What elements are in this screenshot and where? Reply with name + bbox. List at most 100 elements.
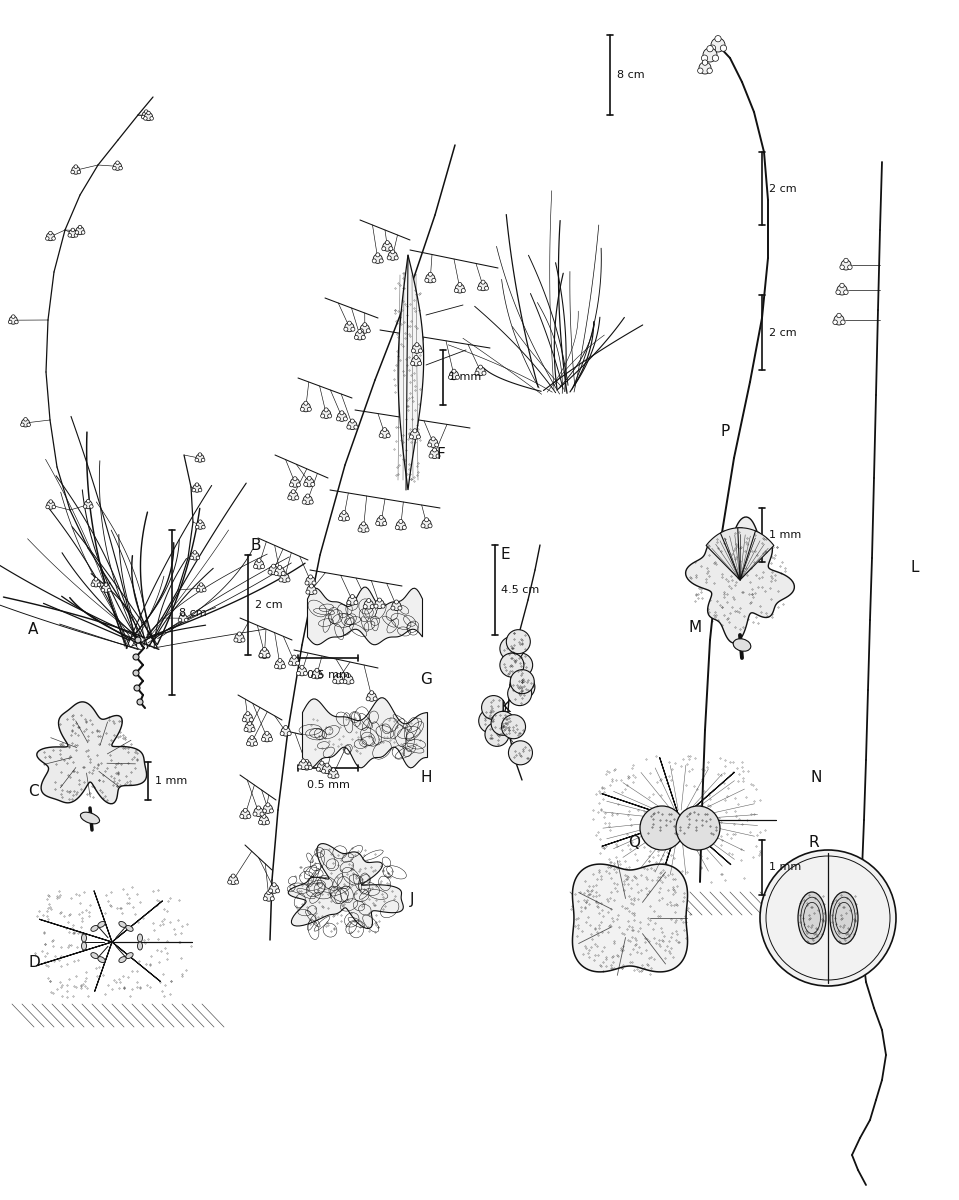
Circle shape [247, 721, 251, 726]
Text: 8 cm: 8 cm [617, 70, 644, 80]
Circle shape [21, 419, 30, 427]
Circle shape [510, 670, 534, 694]
Circle shape [324, 408, 328, 412]
Circle shape [84, 500, 92, 509]
Circle shape [381, 604, 386, 608]
Circle shape [387, 256, 391, 260]
Polygon shape [112, 901, 163, 942]
Circle shape [339, 679, 343, 683]
Circle shape [411, 349, 415, 353]
Circle shape [388, 247, 393, 251]
Circle shape [244, 713, 252, 722]
Circle shape [71, 170, 75, 174]
Circle shape [52, 236, 56, 240]
Circle shape [292, 476, 297, 481]
Ellipse shape [82, 934, 86, 942]
Circle shape [308, 766, 313, 769]
Ellipse shape [119, 956, 127, 962]
Text: 0.5 mm: 0.5 mm [307, 670, 349, 680]
Circle shape [354, 425, 358, 430]
Circle shape [286, 578, 290, 582]
Circle shape [305, 766, 309, 769]
Circle shape [476, 367, 485, 376]
Circle shape [366, 599, 371, 602]
Circle shape [345, 323, 354, 331]
Polygon shape [95, 942, 112, 991]
Circle shape [302, 500, 306, 504]
Circle shape [428, 443, 432, 446]
Circle shape [250, 736, 254, 739]
Circle shape [350, 419, 355, 424]
Circle shape [415, 343, 419, 347]
Circle shape [457, 282, 462, 287]
Circle shape [426, 274, 434, 283]
Circle shape [257, 558, 261, 563]
Circle shape [425, 278, 429, 282]
Circle shape [246, 742, 250, 745]
Circle shape [319, 761, 324, 766]
Circle shape [86, 499, 90, 503]
Circle shape [455, 288, 458, 293]
Circle shape [450, 371, 458, 379]
Circle shape [399, 520, 403, 523]
Circle shape [303, 496, 313, 504]
Circle shape [342, 510, 346, 515]
Circle shape [334, 674, 342, 684]
Circle shape [432, 278, 435, 282]
Circle shape [429, 438, 437, 448]
Circle shape [699, 62, 711, 74]
Circle shape [265, 893, 273, 901]
Text: Q: Q [628, 835, 640, 850]
Circle shape [112, 167, 116, 170]
Circle shape [413, 428, 417, 433]
Polygon shape [39, 919, 112, 942]
Circle shape [429, 454, 433, 458]
Circle shape [141, 115, 145, 119]
Circle shape [364, 600, 373, 610]
Circle shape [292, 655, 296, 659]
Circle shape [365, 528, 369, 532]
Circle shape [344, 328, 348, 331]
Circle shape [321, 409, 331, 419]
Circle shape [307, 476, 312, 480]
Circle shape [329, 769, 338, 779]
Circle shape [305, 581, 309, 586]
Circle shape [116, 161, 119, 164]
Text: N: N [810, 770, 821, 785]
Circle shape [137, 698, 143, 704]
Text: 2 cm: 2 cm [769, 328, 797, 337]
Text: R: R [808, 835, 819, 850]
Text: P: P [720, 424, 729, 439]
Circle shape [259, 653, 263, 658]
Circle shape [358, 329, 362, 334]
Circle shape [484, 286, 488, 290]
Circle shape [350, 679, 354, 684]
Polygon shape [112, 942, 160, 982]
Circle shape [288, 496, 292, 500]
Polygon shape [740, 530, 774, 580]
Circle shape [201, 526, 205, 529]
Circle shape [296, 671, 300, 676]
Ellipse shape [137, 934, 143, 942]
Circle shape [254, 808, 263, 816]
Circle shape [27, 422, 31, 426]
Circle shape [202, 588, 206, 592]
Circle shape [251, 727, 255, 732]
Circle shape [305, 478, 314, 487]
Circle shape [309, 575, 313, 578]
Ellipse shape [91, 953, 98, 959]
Circle shape [332, 768, 336, 772]
Circle shape [373, 254, 383, 263]
Circle shape [409, 434, 413, 439]
Circle shape [92, 578, 100, 587]
Circle shape [506, 630, 530, 654]
Circle shape [234, 638, 238, 642]
Circle shape [375, 600, 384, 608]
Circle shape [416, 434, 420, 439]
Circle shape [421, 523, 425, 528]
Circle shape [148, 115, 152, 119]
Polygon shape [737, 528, 760, 580]
Circle shape [306, 590, 310, 594]
Circle shape [307, 407, 312, 412]
Circle shape [284, 726, 288, 730]
